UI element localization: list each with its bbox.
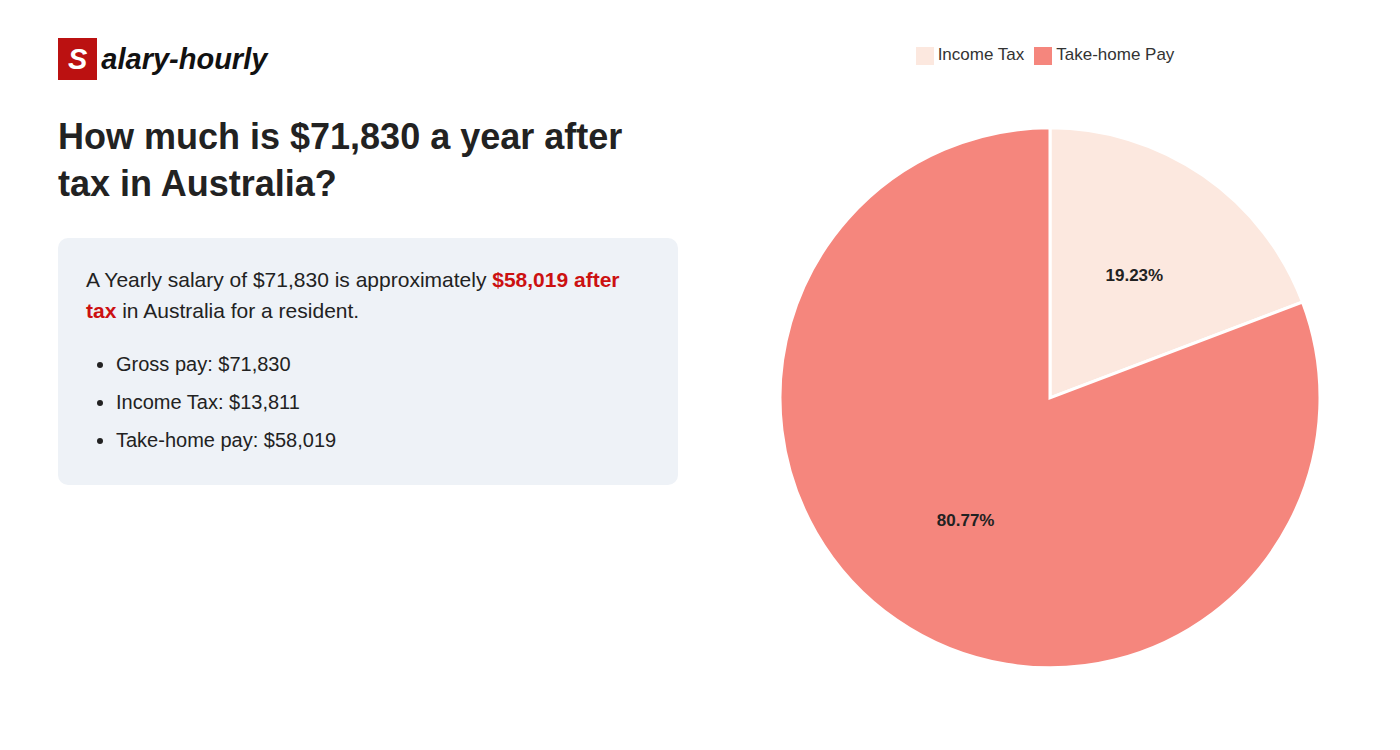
html-text:A Yearly salary of $71,830 is: A Yearly salary of $71,830 is approximat… bbox=[86, 267, 620, 323]
svg-text:19.23%: 19.23% bbox=[1106, 266, 1164, 285]
svg-text:80.77%: 80.77% bbox=[937, 511, 995, 530]
html-text:alary-hourly: alary-hourly bbox=[101, 42, 268, 75]
html-text:Income Tax: $13,811: Income Tax: $13,811 bbox=[116, 390, 300, 413]
html-text:Take-home Pay: Take-home Pay bbox=[1056, 45, 1175, 64]
html-text:Income Tax: Income Tax bbox=[937, 45, 1025, 64]
html-text:Take-home pay: $58,019: Take-home pay: $58,019 bbox=[116, 428, 337, 451]
html-text:S: S bbox=[68, 43, 88, 75]
html-text:Gross pay: $71,830: Gross pay: $71,830 bbox=[116, 352, 291, 375]
html-text:How much is $71,830 a year aft: How much is $71,830 a year after tax in … bbox=[58, 116, 623, 204]
